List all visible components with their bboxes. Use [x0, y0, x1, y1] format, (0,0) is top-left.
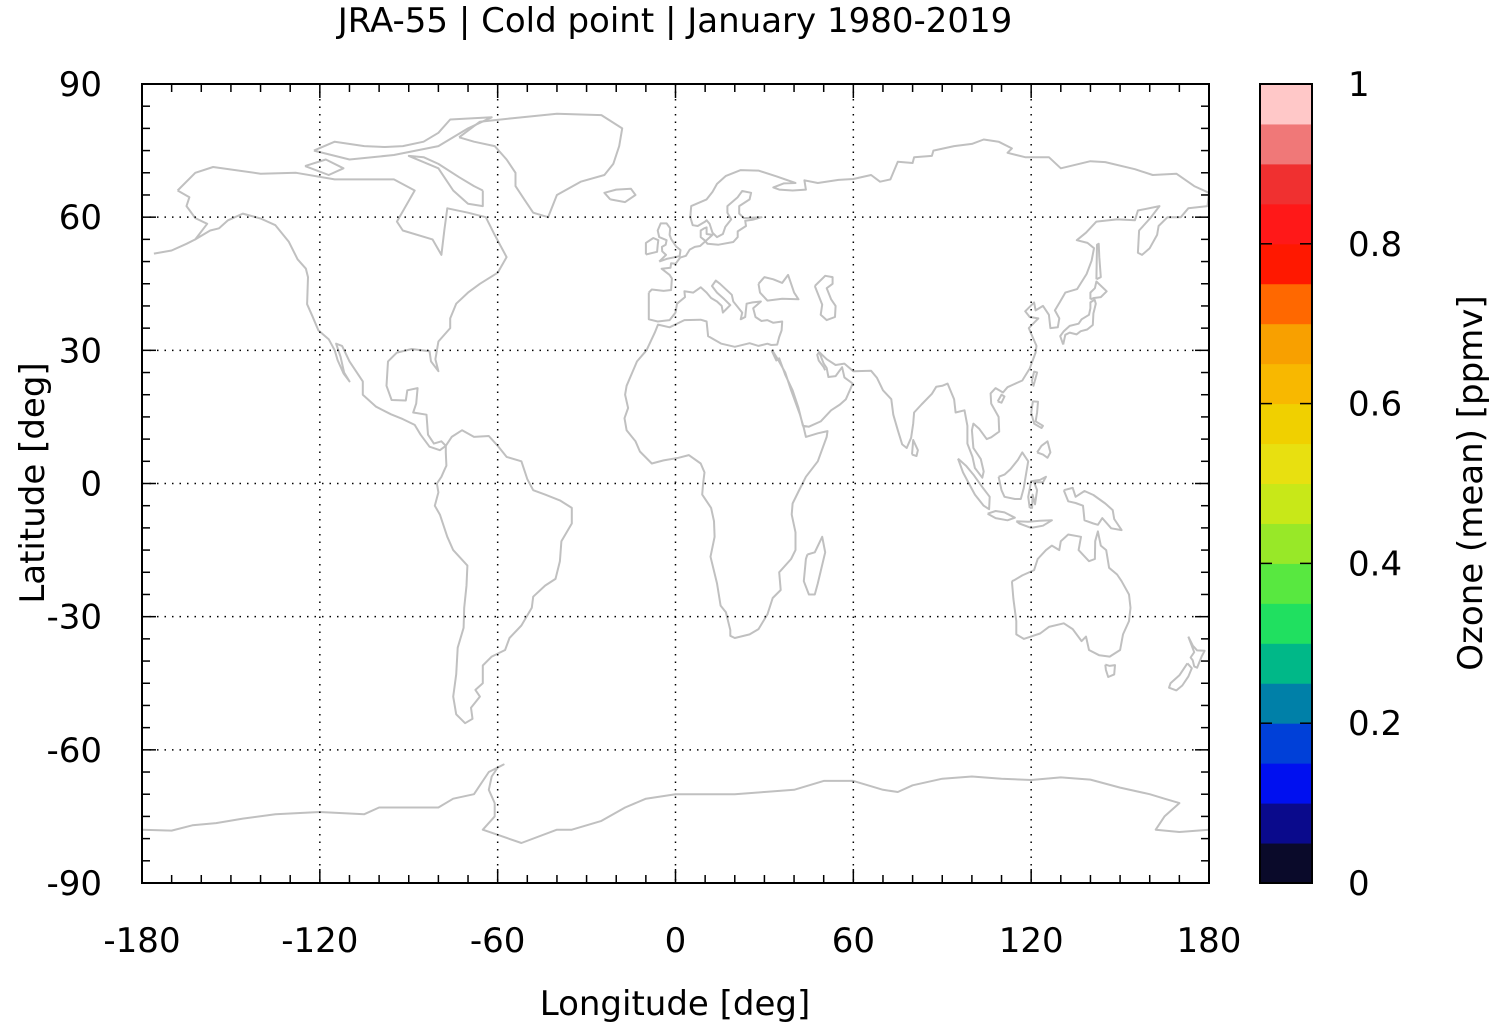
- map-area: [141, 83, 1210, 884]
- y-tick-label: 60: [59, 198, 102, 238]
- colorbar-tick-labels: 0 0.2 0.4 0.6 0.8 1: [1348, 65, 1402, 904]
- x-tick-label: 0: [665, 921, 687, 961]
- coastline-hokkaido: [1089, 280, 1108, 301]
- coastline-hudson-bay-islands: [304, 158, 345, 176]
- colorbar-band: [1260, 283, 1312, 325]
- x-tick-label: -180: [103, 921, 180, 961]
- colorbar-band: [1260, 683, 1312, 724]
- coastline-canadian-archipelago: [313, 116, 493, 161]
- colorbar-band: [1260, 163, 1312, 205]
- x-tick-label: 180: [1177, 921, 1242, 961]
- coastline-borneo: [997, 451, 1030, 500]
- coastline-sumatra: [957, 457, 991, 511]
- y-tick-label: -60: [46, 731, 102, 771]
- coastline-new-zealand-north: [1187, 636, 1206, 669]
- colorbar-tick-label: 0.2: [1348, 704, 1402, 744]
- coastline-antarctica: [141, 763, 1210, 844]
- colorbar-band: [1260, 723, 1312, 764]
- y-tick-label: 30: [59, 331, 102, 371]
- coastline-great-britain: [656, 222, 682, 263]
- coastline-tasmania: [1104, 663, 1116, 678]
- x-tick-labels: -180 -120 -60 0 60 120 180: [103, 921, 1241, 961]
- coastline-japan: [1059, 298, 1097, 345]
- coastline-north-america: [176, 166, 508, 452]
- coastline-alaska-islands: [153, 238, 196, 255]
- coastline-iceland: [603, 187, 637, 204]
- x-tick-label: -120: [281, 921, 358, 961]
- colorbar-tick-label: 0: [1348, 864, 1370, 904]
- coastline-sulawesi: [1027, 475, 1047, 509]
- colorbar-band: [1260, 243, 1312, 285]
- map-minor-ticks: [142, 84, 1209, 883]
- coastline-luzon: [1030, 400, 1044, 429]
- colorbar-tick-label: 1: [1348, 65, 1370, 105]
- y-tick-labels: 90 60 30 0 -30 -60 -90: [46, 65, 102, 904]
- colorbar-frame: [1259, 83, 1313, 884]
- chart-title: JRA-55 | Cold point | January 1980-2019: [336, 1, 1013, 41]
- coastline-greenland: [458, 112, 624, 219]
- y-axis-label: Latitude [deg]: [13, 362, 53, 603]
- coastline-sakhalin: [1095, 242, 1102, 281]
- coastline-eurasia: [623, 138, 1210, 639]
- colorbar-band: [1260, 643, 1312, 684]
- coastlines: [141, 112, 1210, 844]
- coastline-south-america: [433, 429, 573, 725]
- coastline-arabia-gulf-coast: [816, 351, 827, 371]
- coastline-java: [987, 510, 1016, 522]
- x-tick-label: 120: [999, 921, 1064, 961]
- x-tick-label: -60: [470, 921, 526, 961]
- colorbar-band: [1260, 363, 1312, 405]
- coastline-baffin-island: [407, 154, 484, 208]
- colorbar-band: [1260, 483, 1312, 524]
- map-frame: [141, 83, 1210, 884]
- y-tick-label: -30: [46, 598, 102, 638]
- coastline-caspian-sea: [813, 274, 837, 322]
- coastline-new-guinea: [1062, 486, 1123, 532]
- colorbar-band: [1260, 763, 1312, 804]
- coastline-new-zealand-south: [1168, 662, 1193, 692]
- colorbar-tick-label: 0.4: [1348, 544, 1402, 584]
- colorbar-band: [1260, 203, 1312, 245]
- coastline-black-sea: [757, 273, 800, 302]
- colorbar-band: [1260, 123, 1312, 165]
- colorbar-band: [1260, 84, 1312, 125]
- coastline-sri-lanka: [911, 439, 919, 457]
- y-tick-label: -90: [46, 864, 102, 904]
- colorbar-band: [1260, 523, 1312, 564]
- colorbar-band: [1260, 843, 1312, 884]
- coastline-australia: [1010, 530, 1132, 658]
- colorbar-band: [1260, 323, 1312, 365]
- colorbar-tick-label: 0.6: [1348, 385, 1402, 425]
- x-axis-label: Longitude [deg]: [540, 984, 811, 1024]
- colorbar-band: [1260, 603, 1312, 644]
- coastline-taiwan: [1030, 370, 1039, 387]
- coastline-mindanao: [1036, 440, 1052, 459]
- colorbar-band: [1260, 803, 1312, 844]
- colorbar-band: [1260, 443, 1312, 484]
- y-tick-label: 90: [59, 65, 102, 105]
- coastline-ireland: [644, 237, 660, 256]
- colorbar-band: [1260, 563, 1312, 604]
- colorbar-label: Ozone (mean) [ppmv]: [1451, 295, 1491, 670]
- colorbar: [1259, 83, 1313, 884]
- x-tick-label: 60: [832, 921, 875, 961]
- y-tick-label: 0: [80, 465, 102, 505]
- gridlines: [142, 84, 1209, 883]
- colorbar-band: [1260, 403, 1312, 445]
- coastline-madagascar: [802, 535, 827, 596]
- colorbar-tick-label: 0.8: [1348, 225, 1402, 265]
- coastline-hainan: [996, 393, 1006, 404]
- coastline-lesser-sunda: [1015, 519, 1053, 529]
- colorbar-bands: [1260, 84, 1312, 884]
